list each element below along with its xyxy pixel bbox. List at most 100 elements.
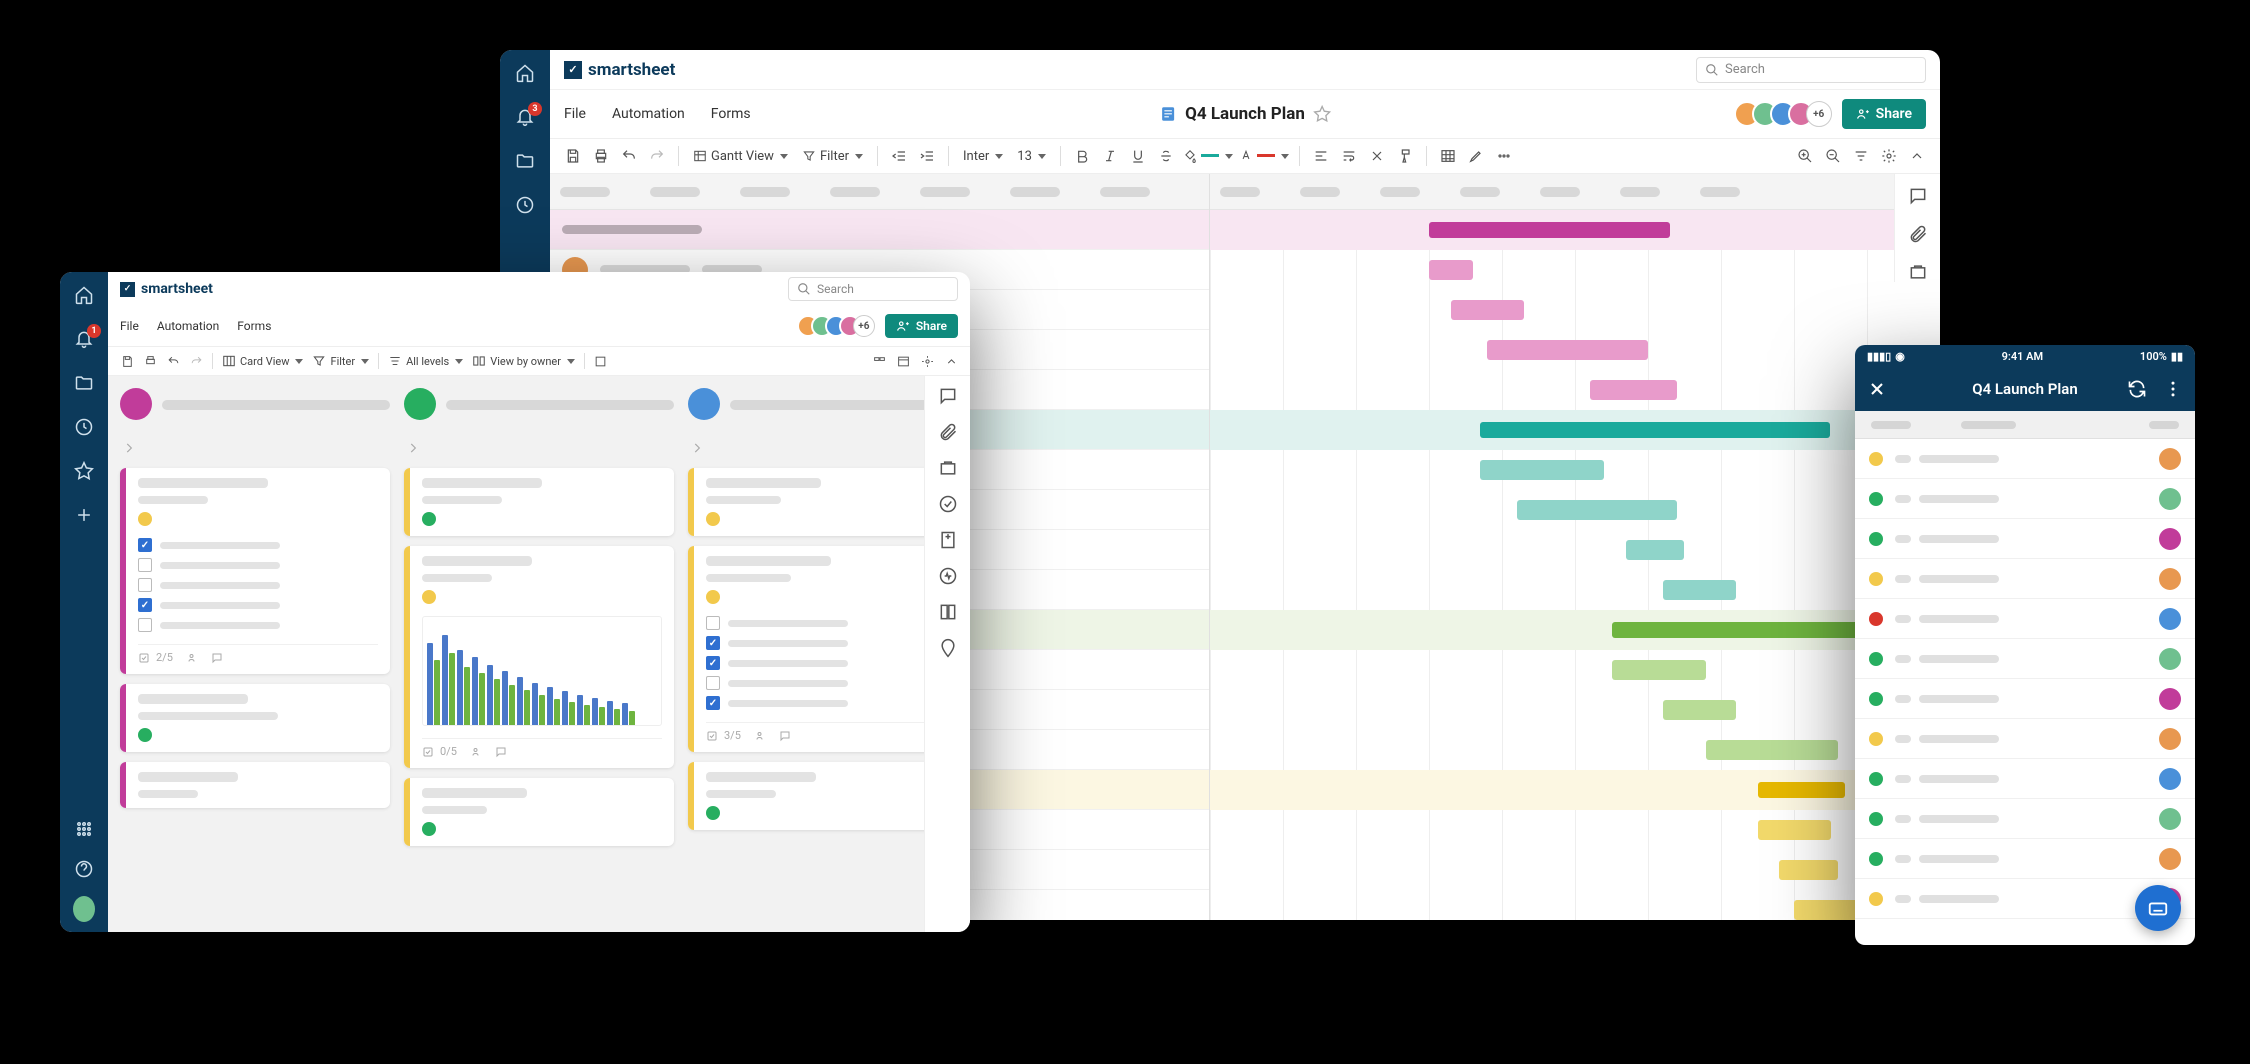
search-input[interactable]: Search bbox=[1696, 57, 1926, 83]
task-card[interactable]: 0/5 bbox=[404, 546, 674, 768]
subtask-checkbox[interactable] bbox=[138, 578, 152, 592]
format-painter-icon[interactable] bbox=[1392, 143, 1418, 169]
subtask-checkbox[interactable] bbox=[706, 696, 720, 710]
comments-icon[interactable] bbox=[1908, 186, 1928, 206]
expand-column-icon[interactable] bbox=[690, 440, 704, 454]
subtask-checkbox[interactable] bbox=[706, 616, 720, 630]
save-icon[interactable] bbox=[116, 350, 138, 372]
folder-icon[interactable] bbox=[73, 372, 95, 394]
star-icon[interactable] bbox=[1313, 105, 1331, 123]
strikethrough-icon[interactable] bbox=[1153, 143, 1179, 169]
menu-file[interactable]: File bbox=[120, 319, 139, 333]
task-card[interactable] bbox=[120, 684, 390, 752]
share-button[interactable]: Share bbox=[1842, 99, 1926, 129]
mobile-task-row[interactable] bbox=[1855, 639, 2195, 679]
task-card[interactable]: 3/5 bbox=[688, 546, 924, 752]
gantt-bar[interactable] bbox=[1663, 580, 1736, 600]
mobile-task-list[interactable] bbox=[1855, 439, 2195, 919]
print-icon[interactable] bbox=[588, 143, 614, 169]
gear-icon[interactable] bbox=[1876, 143, 1902, 169]
gantt-bar[interactable] bbox=[1590, 380, 1678, 400]
expand-column-icon[interactable] bbox=[122, 440, 136, 454]
brand-logo[interactable]: ✓smartsheet bbox=[120, 281, 213, 297]
task-card[interactable] bbox=[688, 762, 924, 830]
gantt-bar[interactable] bbox=[1706, 740, 1837, 760]
viewby-selector[interactable]: View by owner bbox=[468, 350, 579, 372]
summary-icon[interactable] bbox=[938, 602, 958, 622]
subtask-checkbox[interactable] bbox=[138, 598, 152, 612]
keyboard-fab[interactable] bbox=[2135, 885, 2181, 931]
view-selector[interactable]: Card View bbox=[218, 350, 307, 372]
recent-icon[interactable] bbox=[514, 194, 536, 216]
notifications-icon[interactable]: 1 bbox=[73, 328, 95, 350]
expand-column-icon[interactable] bbox=[406, 440, 420, 454]
undo-icon[interactable] bbox=[162, 350, 184, 372]
filter-selector[interactable]: Filter bbox=[308, 350, 373, 372]
refresh-icon[interactable] bbox=[2127, 379, 2147, 399]
menu-automation[interactable]: Automation bbox=[612, 106, 685, 122]
menu-forms[interactable]: Forms bbox=[237, 319, 271, 333]
mobile-task-row[interactable] bbox=[1855, 719, 2195, 759]
fillcolor-selector[interactable] bbox=[1181, 143, 1235, 169]
subtask-checkbox[interactable] bbox=[706, 676, 720, 690]
mobile-task-row[interactable] bbox=[1855, 679, 2195, 719]
add-icon[interactable] bbox=[73, 504, 95, 526]
mobile-task-row[interactable] bbox=[1855, 439, 2195, 479]
gantt-bar[interactable] bbox=[1429, 222, 1670, 238]
menu-automation[interactable]: Automation bbox=[157, 319, 219, 333]
gantt-bar[interactable] bbox=[1779, 860, 1837, 880]
share-button[interactable]: Share bbox=[885, 314, 958, 338]
favorites-icon[interactable] bbox=[73, 460, 95, 482]
attachments-icon[interactable] bbox=[938, 422, 958, 442]
gantt-bar[interactable] bbox=[1663, 700, 1736, 720]
levels-selector[interactable]: All levels bbox=[384, 350, 467, 372]
user-avatar[interactable] bbox=[73, 898, 95, 920]
gear-icon[interactable] bbox=[916, 350, 938, 372]
task-card[interactable] bbox=[404, 778, 674, 846]
subtask-checkbox[interactable] bbox=[138, 538, 152, 552]
fontsize-selector[interactable]: 13 bbox=[1011, 143, 1052, 169]
fields-icon[interactable] bbox=[892, 350, 914, 372]
activity-icon[interactable] bbox=[938, 566, 958, 586]
textcolor-selector[interactable] bbox=[1237, 143, 1291, 169]
conditional-format-icon[interactable] bbox=[1435, 143, 1461, 169]
gantt-group-row[interactable] bbox=[550, 210, 1209, 250]
task-card[interactable]: 2/5 bbox=[120, 468, 390, 674]
comments-icon[interactable] bbox=[938, 386, 958, 406]
collapse-icon[interactable] bbox=[940, 350, 962, 372]
brandfolder-icon[interactable] bbox=[938, 638, 958, 658]
home-icon[interactable] bbox=[73, 284, 95, 306]
zoom-out-icon[interactable] bbox=[1820, 143, 1846, 169]
gantt-bar[interactable] bbox=[1626, 540, 1684, 560]
gantt-chart-pane[interactable] bbox=[1210, 174, 1940, 920]
toolbar-settings-icon[interactable] bbox=[1848, 143, 1874, 169]
font-selector[interactable]: Inter bbox=[957, 143, 1009, 169]
task-card[interactable] bbox=[404, 468, 674, 536]
task-card[interactable] bbox=[688, 468, 924, 536]
card-board[interactable]: 2/50/53/5 bbox=[108, 376, 924, 932]
mobile-task-row[interactable] bbox=[1855, 839, 2195, 879]
subtask-checkbox[interactable] bbox=[138, 618, 152, 632]
compact-icon[interactable] bbox=[590, 350, 612, 372]
gantt-bar[interactable] bbox=[1480, 460, 1604, 480]
collapse-icon[interactable] bbox=[1904, 143, 1930, 169]
proofs-icon[interactable] bbox=[1908, 262, 1928, 282]
gantt-bar[interactable] bbox=[1758, 820, 1831, 840]
subtask-checkbox[interactable] bbox=[706, 656, 720, 670]
undo-icon[interactable] bbox=[616, 143, 642, 169]
menu-forms[interactable]: Forms bbox=[711, 106, 751, 122]
home-icon[interactable] bbox=[514, 62, 536, 84]
close-icon[interactable] bbox=[1867, 379, 1887, 399]
indent-icon[interactable] bbox=[914, 143, 940, 169]
notifications-icon[interactable]: 3 bbox=[514, 106, 536, 128]
layout-icon[interactable] bbox=[868, 350, 890, 372]
gantt-bar[interactable] bbox=[1480, 422, 1830, 438]
clear-format-icon[interactable] bbox=[1364, 143, 1390, 169]
subtask-checkbox[interactable] bbox=[138, 558, 152, 572]
avatar-overflow[interactable]: +6 bbox=[1806, 101, 1832, 127]
view-selector[interactable]: Gantt View bbox=[687, 143, 794, 169]
folder-icon[interactable] bbox=[514, 150, 536, 172]
avatar-overflow[interactable]: +6 bbox=[853, 315, 875, 337]
mobile-task-row[interactable] bbox=[1855, 799, 2195, 839]
recent-icon[interactable] bbox=[73, 416, 95, 438]
